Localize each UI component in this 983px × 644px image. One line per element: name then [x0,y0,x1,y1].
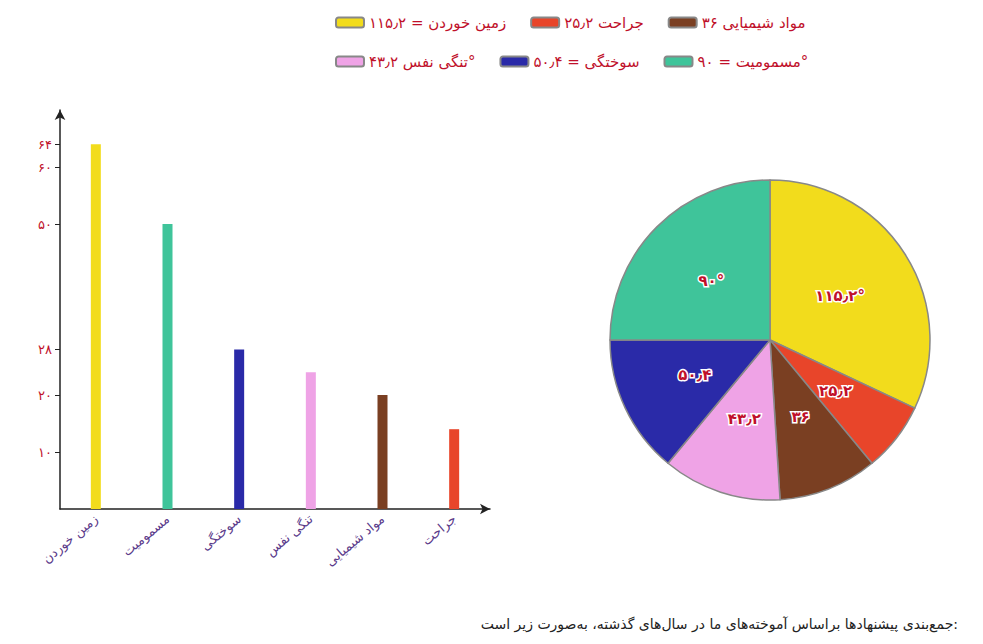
svg-text:مواد شیمیایی ۳۶: مواد شیمیایی ۳۶ [702,14,806,32]
svg-text:جراحت ۲۵٫۲: جراحت ۲۵٫۲ [564,14,644,32]
svg-text:۲۵٫۲: ۲۵٫۲ [819,382,852,400]
svg-text:مسمومیت = ۹۰°: مسمومیت = ۹۰° [697,53,808,71]
svg-text:۹۰°: ۹۰° [698,272,724,290]
svg-text:سوختگی: سوختگی [198,511,245,554]
svg-text:۳۶: ۳۶ [791,408,809,426]
svg-text:۵۰٫۴: ۵۰٫۴ [678,366,711,384]
svg-text:۶۴: ۶۴ [38,137,52,152]
svg-text:مسمومیت: مسمومیت [119,511,173,560]
svg-text:۲۸: ۲۸ [38,342,52,357]
svg-text:سوختگی = ۵۰٫۴: سوختگی = ۵۰٫۴ [533,53,639,71]
svg-text:زمین خوردن = ۱۱۵٫۲: زمین خوردن = ۱۱۵٫۲ [369,14,506,32]
svg-text:۱۰: ۱۰ [38,445,52,460]
svg-text:زمین خوردن: زمین خوردن [39,511,101,567]
svg-text:تنگی نفس: تنگی نفس [263,511,317,560]
svg-text:۶۰: ۶۰ [38,160,52,175]
svg-text:۱۱۵٫۲°: ۱۱۵٫۲° [815,287,865,305]
svg-text:جراحت: جراحت [419,511,460,549]
svg-text:۴۳٫۲: ۴۳٫۲ [728,410,761,428]
svg-text:۵۰: ۵۰ [38,217,52,232]
svg-text:مواد شیمیایی: مواد شیمیایی [323,511,388,569]
svg-text:جمع‌بندی پیشنهادها براساس آموخ: جمع‌بندی پیشنهادها براساس آموخته‌های ما … [481,616,958,633]
svg-text:۲۰: ۲۰ [38,388,52,403]
svg-text:تنگی نفس ۴۳٫۲°: تنگی نفس ۴۳٫۲° [369,53,475,71]
